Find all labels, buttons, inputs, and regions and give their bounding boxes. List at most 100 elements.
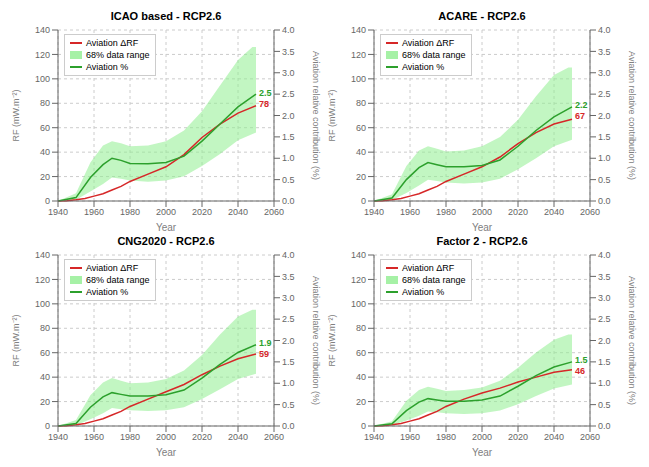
svg-text:0: 0 xyxy=(45,196,50,206)
svg-text:2040: 2040 xyxy=(544,432,564,442)
svg-text:78: 78 xyxy=(259,99,269,109)
svg-text:0: 0 xyxy=(361,196,366,206)
svg-text:1980: 1980 xyxy=(120,432,140,442)
svg-text:2040: 2040 xyxy=(228,207,248,217)
svg-text:1940: 1940 xyxy=(364,207,384,217)
svg-text:2.5: 2.5 xyxy=(282,89,295,99)
svg-text:1.5: 1.5 xyxy=(598,132,611,142)
svg-text:2.0: 2.0 xyxy=(282,336,295,346)
svg-text:80: 80 xyxy=(356,98,366,108)
svg-text:0.5: 0.5 xyxy=(598,400,611,410)
svg-text:60: 60 xyxy=(40,348,50,358)
svg-text:20: 20 xyxy=(40,397,50,407)
svg-text:RF (mW.m⁻²): RF (mW.m⁻²) xyxy=(327,90,337,142)
svg-text:140: 140 xyxy=(35,250,50,260)
svg-text:0.0: 0.0 xyxy=(598,421,611,431)
svg-text:40: 40 xyxy=(356,147,366,157)
svg-text:60: 60 xyxy=(356,123,366,133)
svg-text:0.0: 0.0 xyxy=(282,196,295,206)
svg-text:2060: 2060 xyxy=(580,432,600,442)
svg-text:140: 140 xyxy=(351,25,366,35)
svg-text:3.5: 3.5 xyxy=(282,272,295,282)
svg-text:0.0: 0.0 xyxy=(282,421,295,431)
svg-text:2040: 2040 xyxy=(544,207,564,217)
svg-text:Year: Year xyxy=(156,222,177,233)
svg-text:1.5: 1.5 xyxy=(598,357,611,367)
svg-text:1.5: 1.5 xyxy=(282,357,295,367)
svg-text:20: 20 xyxy=(356,172,366,182)
svg-text:3.5: 3.5 xyxy=(282,47,295,57)
svg-text:1.0: 1.0 xyxy=(598,153,611,163)
svg-text:3.5: 3.5 xyxy=(598,272,611,282)
svg-text:2000: 2000 xyxy=(156,207,176,217)
svg-text:0.5: 0.5 xyxy=(282,175,295,185)
svg-text:60: 60 xyxy=(356,348,366,358)
svg-text:1.0: 1.0 xyxy=(598,378,611,388)
svg-text:0: 0 xyxy=(361,421,366,431)
svg-text:3.0: 3.0 xyxy=(282,293,295,303)
svg-text:120: 120 xyxy=(35,50,50,60)
svg-text:1980: 1980 xyxy=(436,207,456,217)
svg-text:RF (mW.m⁻²): RF (mW.m⁻²) xyxy=(11,90,21,142)
svg-text:1940: 1940 xyxy=(48,432,68,442)
svg-text:Aviation relative contribution: Aviation relative contribution (%) xyxy=(627,51,637,180)
svg-text:RF (mW.m⁻²): RF (mW.m⁻²) xyxy=(327,315,337,367)
svg-text:20: 20 xyxy=(40,172,50,182)
svg-text:1960: 1960 xyxy=(84,207,104,217)
svg-text:2.5: 2.5 xyxy=(259,88,272,98)
svg-text:20: 20 xyxy=(356,397,366,407)
svg-text:100: 100 xyxy=(351,299,366,309)
svg-text:100: 100 xyxy=(351,74,366,84)
svg-text:Year: Year xyxy=(472,222,493,233)
svg-text:80: 80 xyxy=(40,323,50,333)
svg-text:1960: 1960 xyxy=(84,432,104,442)
svg-text:Aviation relative contribution: Aviation relative contribution (%) xyxy=(627,276,637,405)
svg-text:40: 40 xyxy=(40,147,50,157)
svg-text:2.5: 2.5 xyxy=(598,314,611,324)
svg-text:2.5: 2.5 xyxy=(598,89,611,99)
svg-text:120: 120 xyxy=(351,275,366,285)
svg-text:80: 80 xyxy=(356,323,366,333)
svg-text:Aviation relative contribution: Aviation relative contribution (%) xyxy=(311,276,321,405)
svg-text:2020: 2020 xyxy=(508,207,528,217)
svg-text:120: 120 xyxy=(351,50,366,60)
svg-text:1940: 1940 xyxy=(48,207,68,217)
svg-text:3.0: 3.0 xyxy=(598,68,611,78)
svg-text:2.2: 2.2 xyxy=(575,100,588,110)
svg-text:120: 120 xyxy=(35,275,50,285)
svg-text:4.0: 4.0 xyxy=(598,25,611,35)
svg-text:1.0: 1.0 xyxy=(282,153,295,163)
svg-text:3.0: 3.0 xyxy=(598,293,611,303)
svg-text:0.5: 0.5 xyxy=(598,175,611,185)
svg-text:46: 46 xyxy=(575,366,585,376)
svg-text:2.0: 2.0 xyxy=(282,111,295,121)
svg-text:4.0: 4.0 xyxy=(282,25,295,35)
svg-text:2.0: 2.0 xyxy=(598,111,611,121)
svg-text:2.0: 2.0 xyxy=(598,336,611,346)
svg-text:1.9: 1.9 xyxy=(259,338,272,348)
svg-text:2.5: 2.5 xyxy=(282,314,295,324)
svg-text:0.5: 0.5 xyxy=(282,400,295,410)
svg-text:0: 0 xyxy=(45,421,50,431)
svg-text:1960: 1960 xyxy=(400,432,420,442)
svg-text:1960: 1960 xyxy=(400,207,420,217)
svg-text:RF (mW.m⁻²): RF (mW.m⁻²) xyxy=(11,315,21,367)
svg-text:2000: 2000 xyxy=(472,432,492,442)
svg-text:4.0: 4.0 xyxy=(282,250,295,260)
svg-text:1.5: 1.5 xyxy=(282,132,295,142)
svg-text:2020: 2020 xyxy=(508,432,528,442)
svg-text:40: 40 xyxy=(40,372,50,382)
svg-text:Year: Year xyxy=(472,447,493,458)
svg-text:100: 100 xyxy=(35,74,50,84)
svg-text:2060: 2060 xyxy=(264,432,284,442)
svg-text:140: 140 xyxy=(35,25,50,35)
svg-text:100: 100 xyxy=(35,299,50,309)
svg-text:3.0: 3.0 xyxy=(282,68,295,78)
svg-text:2000: 2000 xyxy=(156,432,176,442)
svg-text:140: 140 xyxy=(351,250,366,260)
svg-text:1940: 1940 xyxy=(364,432,384,442)
svg-text:1980: 1980 xyxy=(120,207,140,217)
svg-text:Aviation relative contribution: Aviation relative contribution (%) xyxy=(311,51,321,180)
svg-text:2060: 2060 xyxy=(580,207,600,217)
svg-text:0.0: 0.0 xyxy=(598,196,611,206)
